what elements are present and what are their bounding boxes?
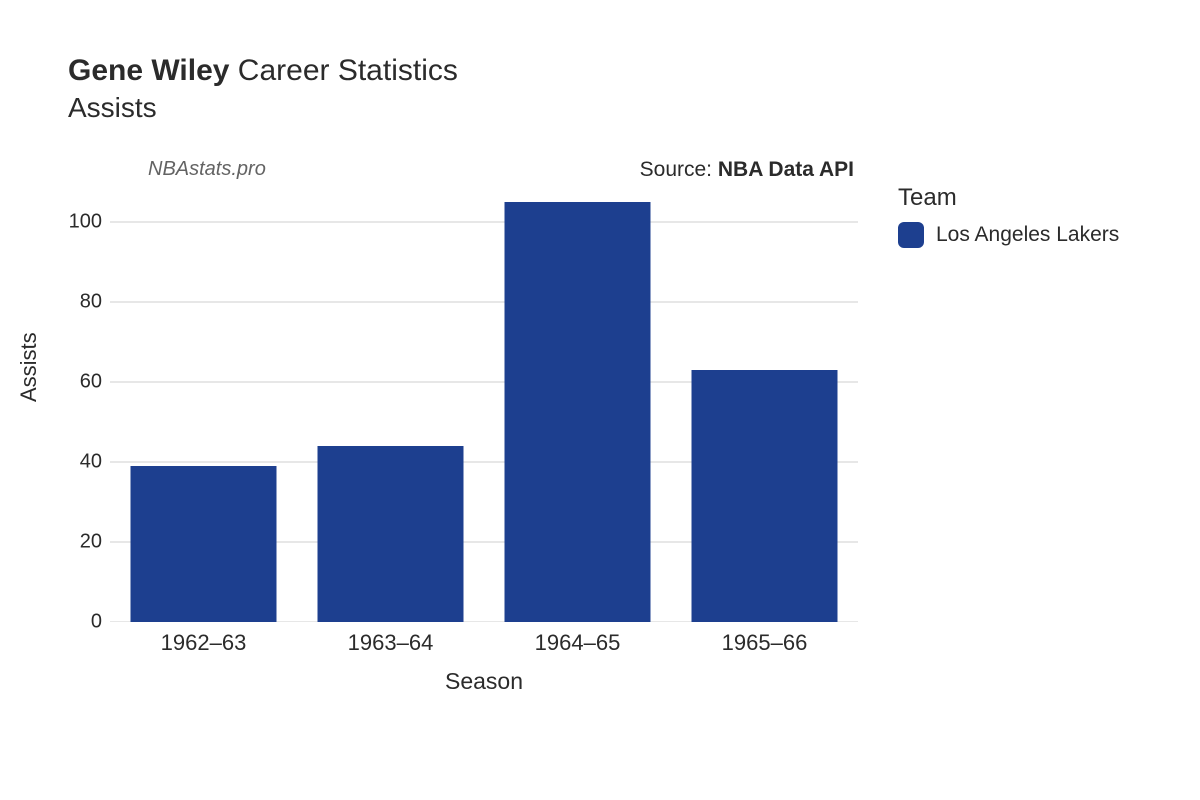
x-axis-title: Season [110, 668, 858, 695]
y-tick-label: 60 [52, 371, 102, 394]
y-tick-label: 100 [52, 211, 102, 234]
bar [318, 446, 464, 622]
chart-subtitle: Assists [68, 90, 458, 126]
y-axis-title: Assists [16, 332, 42, 402]
legend-swatch [898, 222, 924, 248]
source-label: Source: NBA Data API [640, 158, 854, 182]
bar [131, 466, 277, 622]
x-tick-label: 1964–65 [484, 630, 671, 656]
title-bold: Gene Wiley [68, 54, 229, 87]
chart-title: Gene Wiley Career Statistics [68, 52, 458, 90]
legend-item: Los Angeles Lakers [898, 222, 1119, 248]
title-rest: Career Statistics [229, 54, 457, 87]
x-tick-label: 1962–63 [110, 630, 297, 656]
bar [505, 202, 651, 622]
legend: Team Los Angeles Lakers [898, 184, 1119, 248]
chart-canvas: Gene Wiley Career Statistics Assists NBA… [0, 0, 1200, 800]
x-tick-label: 1963–64 [297, 630, 484, 656]
y-tick-label: 80 [52, 291, 102, 314]
plot-svg [110, 182, 858, 622]
legend-item-label: Los Angeles Lakers [936, 223, 1119, 247]
bar [692, 370, 838, 622]
y-tick-label: 0 [52, 611, 102, 634]
watermark: NBAstats.pro [148, 158, 266, 181]
y-tick-label: 40 [52, 451, 102, 474]
source-prefix: Source: [640, 158, 718, 181]
x-tick-label: 1965–66 [671, 630, 858, 656]
y-tick-label: 20 [52, 531, 102, 554]
legend-title: Team [898, 184, 1119, 212]
source-value: NBA Data API [718, 158, 854, 181]
title-block: Gene Wiley Career Statistics Assists [68, 52, 458, 126]
plot-region [110, 182, 858, 622]
